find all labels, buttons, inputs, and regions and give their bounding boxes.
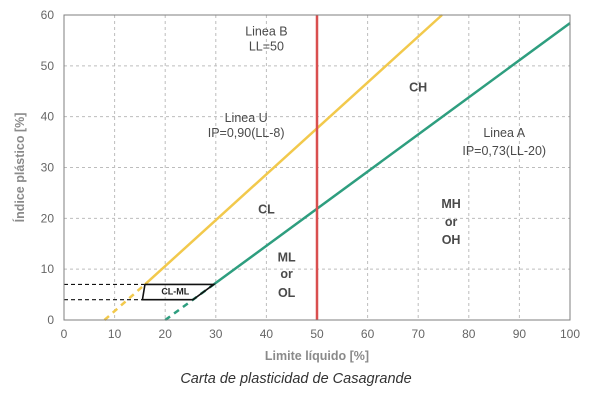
- x-tick-label: 50: [310, 327, 324, 341]
- linea-u-line: [144, 14, 443, 286]
- x-tick-label: 0: [61, 327, 68, 341]
- x-tick-label: 90: [513, 327, 527, 341]
- y-tick-label: 50: [41, 59, 55, 73]
- x-tick-label: 40: [260, 327, 274, 341]
- annotation-oh: OH: [442, 233, 461, 247]
- annotation-ip-0-73-ll-20: IP=0,73(LL-20): [462, 144, 546, 158]
- annotation-linea-b: Linea B: [245, 24, 287, 38]
- y-tick-label: 10: [41, 262, 55, 276]
- annotation-cl: CL: [258, 202, 275, 216]
- x-tick-label: 80: [462, 327, 476, 341]
- annotation-linea-u: Linea U: [225, 111, 268, 125]
- annotation-ch: CH: [409, 80, 427, 94]
- x-tick-label: 60: [361, 327, 375, 341]
- annotation-ol: OL: [278, 286, 296, 300]
- x-tick-label: 10: [108, 327, 122, 341]
- x-tick-label: 100: [560, 327, 580, 341]
- annotation-cl-ml: CL-ML: [161, 287, 189, 297]
- x-axis-label: Limite líquido [%]: [265, 349, 369, 363]
- linea-a-line: [213, 22, 571, 286]
- plasticity-chart: 0 10 20 30 40 50 60 70 80 90 100 0 10 20 30 40 50 60 Limit…: [12, 8, 580, 363]
- annotation-ml: ML: [278, 251, 296, 265]
- figure-caption: Carta de plasticidad de Casagrande: [180, 371, 412, 387]
- x-tick-label: 30: [209, 327, 223, 341]
- annotation-ll-50: LL=50: [249, 40, 284, 54]
- annotation-or: or: [445, 215, 458, 229]
- x-tick-label: 70: [412, 327, 426, 341]
- y-tick-label: 20: [41, 211, 55, 225]
- cl-ml-zone: [141, 283, 217, 301]
- plot-frame: [63, 14, 571, 321]
- annotation-or: or: [280, 267, 293, 281]
- annotation-ip-0-90-ll-8: IP=0,90(LL-8): [208, 126, 285, 140]
- y-tick-label: 40: [41, 110, 55, 124]
- annotation-linea-a: Linea A: [483, 126, 525, 140]
- y-tick-label: 30: [41, 161, 55, 175]
- linea-u-dashed-segment: [103, 283, 146, 321]
- y-tick-label: 60: [41, 8, 55, 22]
- x-tick-label: 20: [159, 327, 173, 341]
- y-axis-label: Índice plástico [%]: [12, 113, 27, 223]
- y-tick-label: 0: [47, 313, 54, 327]
- annotation-mh: MH: [441, 197, 460, 211]
